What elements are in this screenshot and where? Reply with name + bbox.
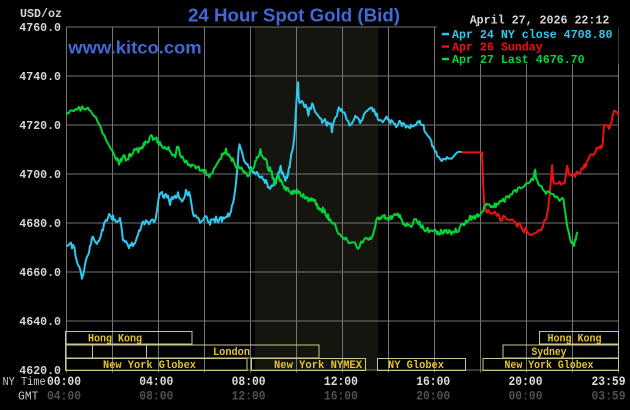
svg-text:16:00: 16:00	[324, 390, 358, 404]
svg-text:00:00: 00:00	[47, 375, 81, 389]
svg-text:London: London	[213, 347, 250, 359]
svg-text:08:00: 08:00	[139, 390, 173, 404]
svg-text:NY Time: NY Time	[3, 375, 46, 389]
svg-text:12:00: 12:00	[232, 390, 266, 404]
svg-text:03:59: 03:59	[592, 390, 626, 404]
svg-text:04:00: 04:00	[139, 375, 173, 389]
svg-text:Hong Kong: Hong Kong	[548, 334, 602, 346]
svg-text:New York Globex: New York Globex	[103, 360, 196, 372]
svg-text:4700.0: 4700.0	[19, 168, 61, 182]
svg-text:4740.0: 4740.0	[19, 70, 61, 84]
svg-text:04:00: 04:00	[47, 390, 81, 404]
svg-text:New York Globex: New York Globex	[505, 360, 594, 372]
svg-text:4720.0: 4720.0	[19, 119, 61, 133]
svg-text:Sydney: Sydney	[532, 347, 567, 359]
svg-text:24 Hour Spot Gold (Bid): 24 Hour Spot Gold (Bid)	[188, 5, 400, 26]
svg-text:USD/oz: USD/oz	[20, 7, 62, 21]
svg-text:08:00: 08:00	[232, 375, 266, 389]
svg-text:GMT: GMT	[18, 390, 39, 404]
svg-text:Apr 24 NY close 4708.80: Apr 24 NY close 4708.80	[452, 28, 613, 42]
svg-text:4760.0: 4760.0	[19, 21, 61, 35]
svg-text:NY Globex: NY Globex	[388, 360, 444, 372]
svg-text:Apr 26 Sunday: Apr 26 Sunday	[452, 41, 543, 55]
svg-text:New York NYMEX: New York NYMEX	[274, 360, 362, 372]
svg-text:12:00: 12:00	[324, 375, 358, 389]
svg-text:4640.0: 4640.0	[19, 315, 61, 329]
svg-text:4680.0: 4680.0	[19, 217, 61, 231]
svg-text:4620.0: 4620.0	[19, 364, 61, 378]
svg-text:16:00: 16:00	[416, 375, 450, 389]
svg-text:April 27, 2026 22:12: April 27, 2026 22:12	[470, 14, 610, 28]
svg-text:4660.0: 4660.0	[19, 266, 61, 280]
svg-text:23:59: 23:59	[592, 375, 626, 389]
svg-text:20:00: 20:00	[509, 375, 543, 389]
svg-text:Apr 27 Last 4676.70: Apr 27 Last 4676.70	[452, 53, 585, 67]
svg-text:www.kitco.com: www.kitco.com	[67, 38, 201, 58]
svg-text:00:00: 00:00	[509, 390, 543, 404]
svg-text:20:00: 20:00	[416, 390, 450, 404]
svg-text:Hong Kong: Hong Kong	[88, 334, 142, 346]
